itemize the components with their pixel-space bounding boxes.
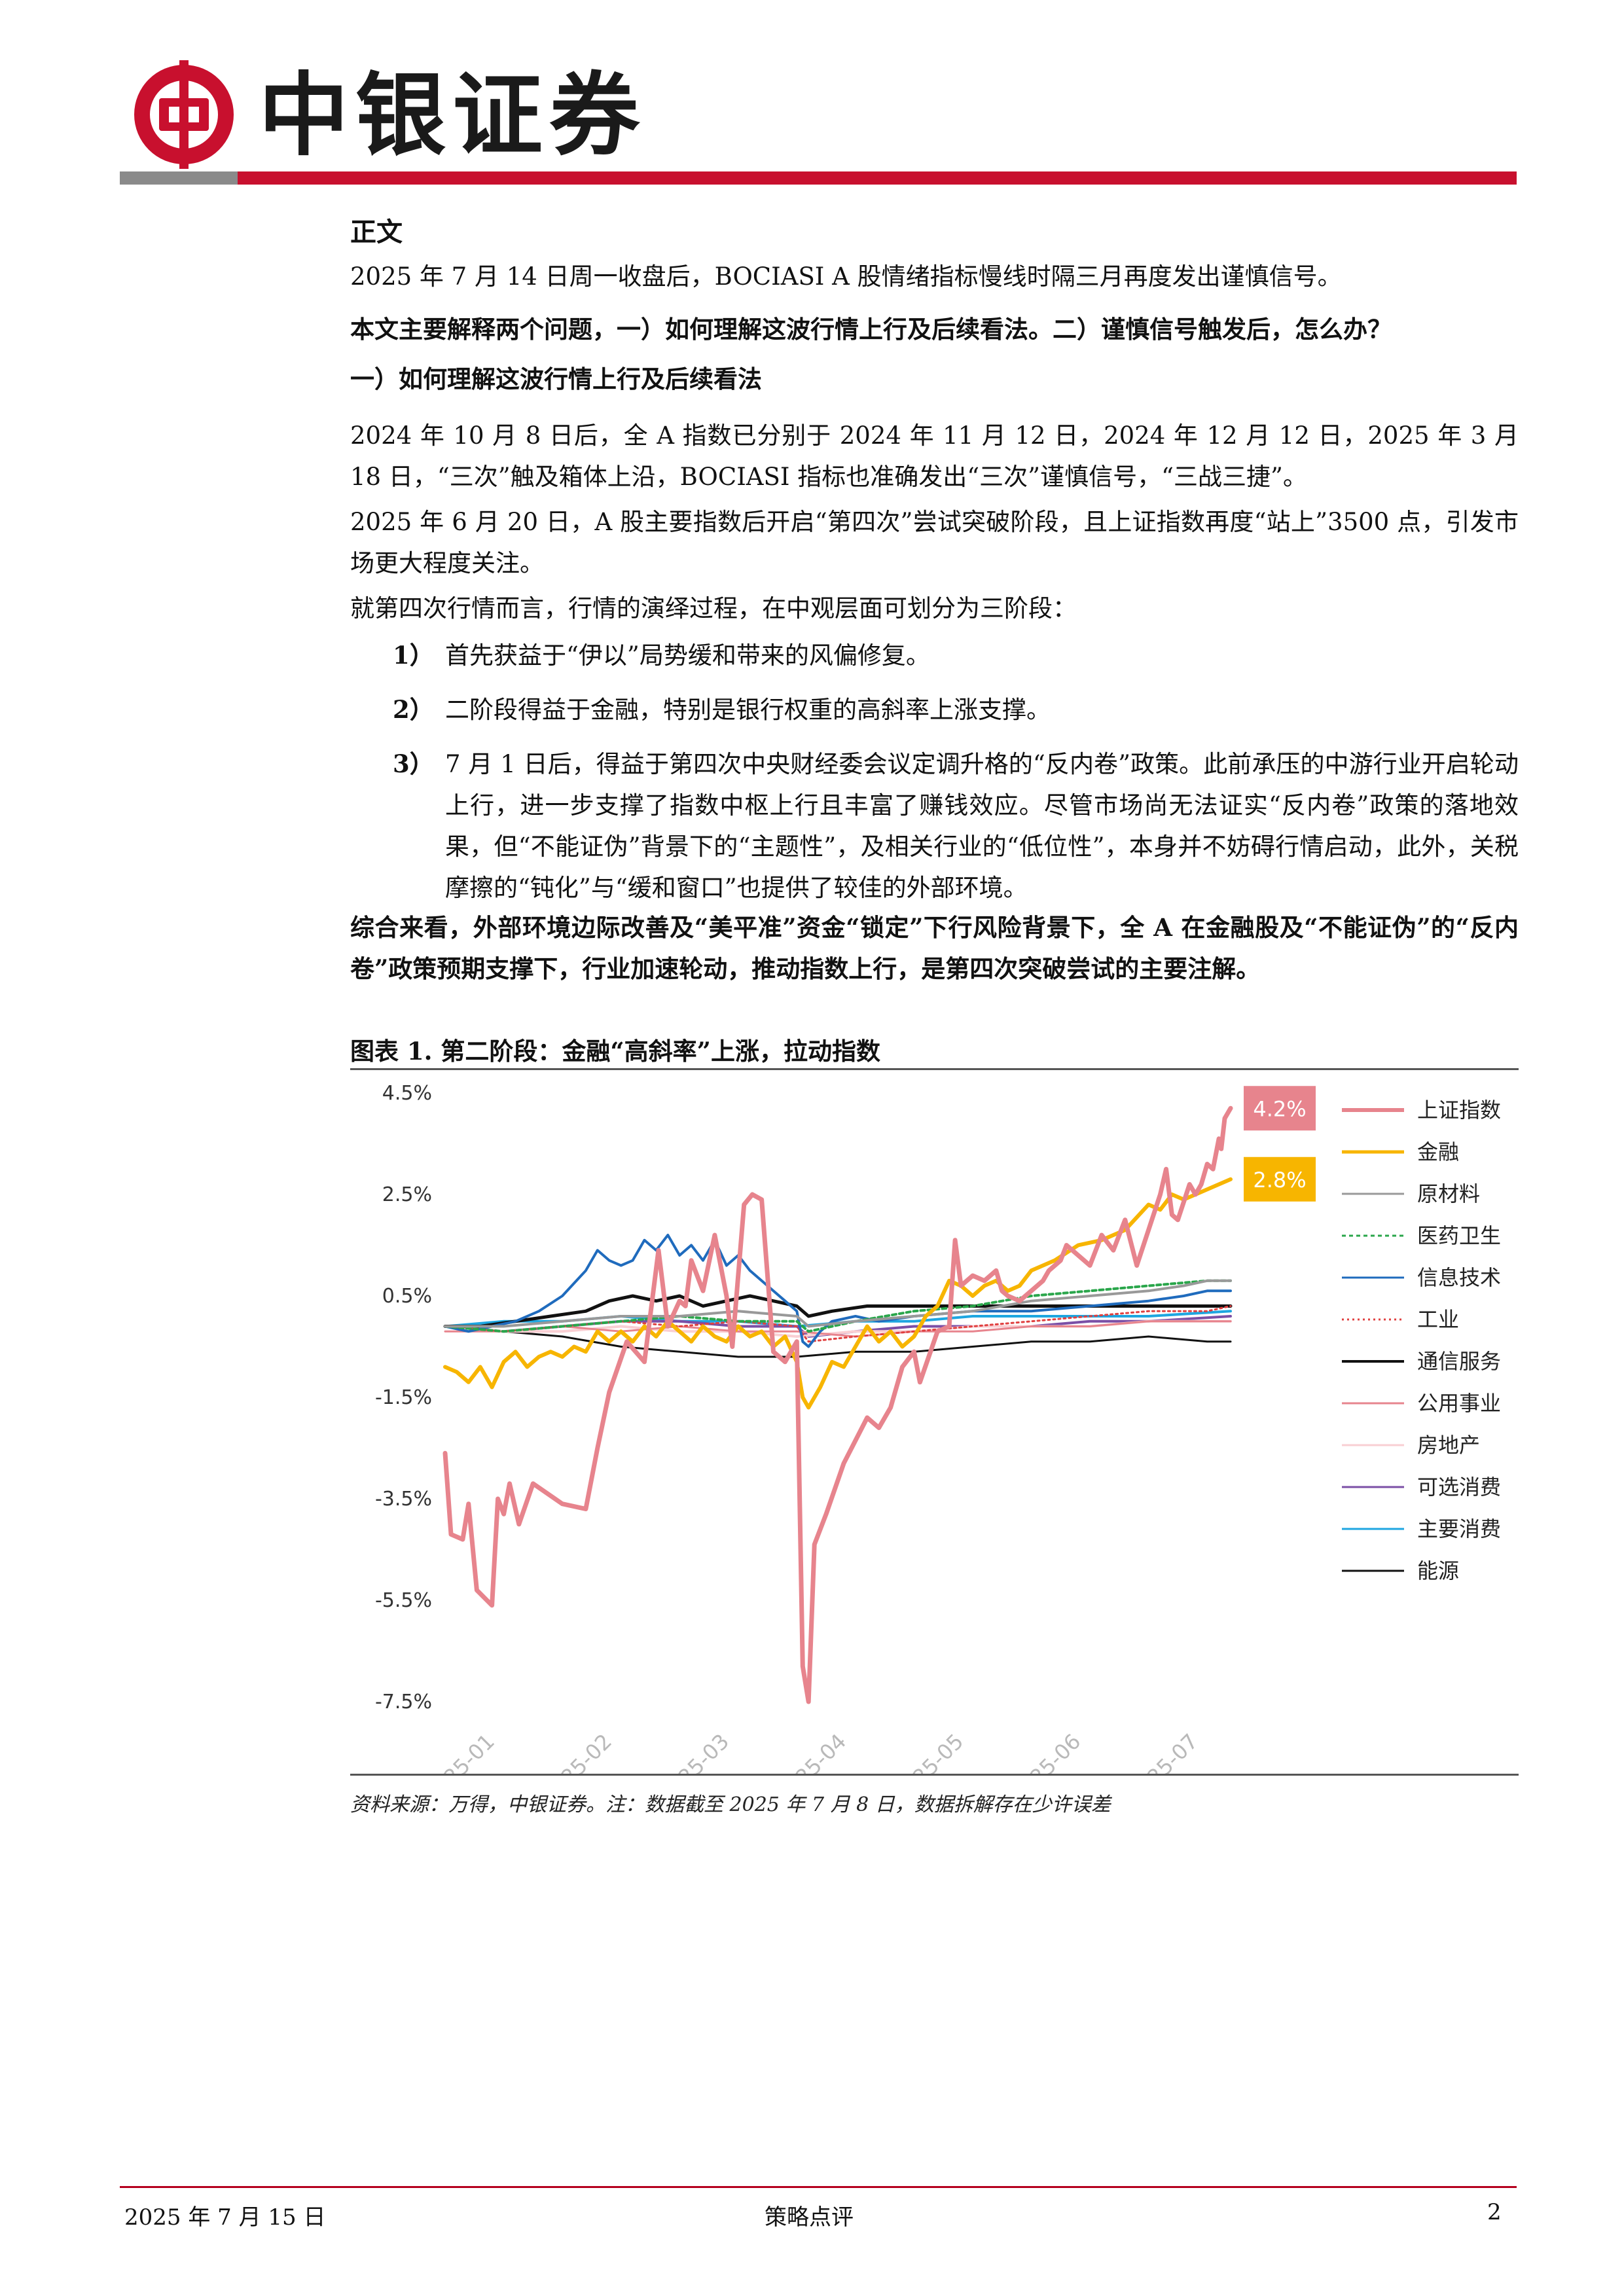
page-number: 2 — [1487, 2199, 1502, 2225]
paragraph-conclusion: 综合来看，外部环境边际改善及“美平准”资金“锁定”下行风险背景下，全 A 在金融… — [350, 913, 1519, 983]
figure-source: 资料来源：万得，中银证券。注：数据截至 2025 年 7 月 8 日，数据拆解存… — [350, 1793, 1111, 1816]
series-line — [443, 1177, 1233, 1410]
value-badge-text: 4.2% — [1253, 1096, 1306, 1121]
legend-label: 能源 — [1417, 1558, 1459, 1583]
x-tick-label: 2025-03 — [655, 1729, 734, 1774]
list-text: 二阶段得益于金融，特别是银行权重的高斜率上涨支撑。 — [445, 696, 1051, 724]
figure-top-rule — [350, 1068, 1519, 1070]
paragraph-questions: 本文主要解释两个问题，一）如何理解这波行情上行及后续看法。二）谨慎信号触发后，怎… — [350, 315, 1392, 344]
list-number: 3） — [393, 749, 434, 778]
legend-label: 工业 — [1417, 1307, 1459, 1332]
line-chart: 4.5% 2.5% 0.5% -1.5% -3.5% -5.5% -7.5% 2025-01… — [375, 1082, 1501, 1774]
legend-label: 信息技术 — [1417, 1265, 1501, 1290]
value-badge — [1244, 1086, 1316, 1131]
header-bar-red — [238, 171, 1517, 185]
list-item: 3） 7 月 1 日后，得益于第四次中央财经委会议定调升格的“反内卷”政策。此前… — [393, 744, 1519, 908]
paragraph-june: 2025 年 6 月 20 日，A 股主要指数后开启“第四次”尝试突破阶段，且上… — [350, 508, 1519, 577]
figure-bottom-rule — [350, 1774, 1519, 1776]
x-tick-label: 2025-07 — [1123, 1729, 1202, 1774]
series-line — [444, 1279, 1232, 1333]
list-number: 1） — [393, 641, 434, 670]
x-tick-label: 2025-01 — [420, 1729, 499, 1774]
legend-label: 通信服务 — [1417, 1349, 1501, 1374]
list-number: 2） — [393, 695, 434, 724]
paragraph-history: 2024 年 10 月 8 日后，全 A 指数已分别于 2024 年 11 月 … — [350, 422, 1519, 491]
value-badge-text: 2.8% — [1253, 1168, 1306, 1193]
legend-label: 金融 — [1417, 1139, 1459, 1164]
x-tick-label: 2025-05 — [889, 1729, 968, 1774]
legend-label: 公用事业 — [1417, 1391, 1501, 1416]
legend-label: 主要消费 — [1417, 1516, 1501, 1541]
footer-date: 2025 年 7 月 15 日 — [124, 2204, 326, 2231]
header-bar-grey — [120, 171, 238, 185]
x-tick-label: 2025-04 — [772, 1729, 851, 1774]
y-tick-label: -5.5% — [375, 1589, 432, 1612]
y-tick-label: -3.5% — [375, 1488, 432, 1511]
series-line — [443, 1294, 1233, 1328]
legend-label: 房地产 — [1417, 1433, 1480, 1458]
paragraph-intro: 2025 年 7 月 14 日周一收盘后，BOCIASI A 股情绪指标慢线时隔… — [350, 262, 1342, 291]
y-tick-label: 2.5% — [382, 1183, 432, 1206]
y-tick-label: 0.5% — [382, 1285, 432, 1308]
value-badge — [1244, 1157, 1316, 1202]
series-line — [444, 1325, 1232, 1358]
section-title: 正文 — [350, 217, 403, 247]
legend-label: 医药卫生 — [1417, 1223, 1501, 1248]
brand-name: 中银证券 — [259, 63, 647, 168]
x-tick-label: 2025-02 — [537, 1729, 617, 1774]
series-lines — [442, 1105, 1233, 1704]
series-line — [442, 1105, 1233, 1704]
subheading-one: 一）如何理解这波行情上行及后续看法 — [350, 365, 762, 393]
paragraph-stages-intro: 就第四次行情而言，行情的演绎过程，在中观层面可划分为三阶段： — [350, 594, 1077, 622]
list-item: 1） 首先获益于“伊以”局势缓和带来的风偏修复。 — [393, 635, 1519, 676]
x-tick-label: 2025-06 — [1006, 1729, 1085, 1774]
list-text: 首先获益于“伊以”局势缓和带来的风偏修复。 — [445, 641, 930, 670]
y-tick-label: -7.5% — [375, 1691, 432, 1713]
list-item: 2） 二阶段得益于金融，特别是银行权重的高斜率上涨支撑。 — [393, 689, 1519, 730]
value-badges: 4.2% 2.8% — [1244, 1086, 1316, 1202]
footer-doc-type: 策略点评 — [765, 2204, 854, 2231]
legend-label: 可选消费 — [1417, 1475, 1501, 1499]
y-axis-ticks: 4.5% 2.5% 0.5% -1.5% -3.5% -5.5% -7.5% — [375, 1082, 432, 1713]
x-axis-ticks: 2025-01 2025-02 2025-03 2025-04 2025-05 2025-… — [420, 1729, 1203, 1774]
y-tick-label: 4.5% — [382, 1082, 432, 1105]
footer-rule — [120, 2186, 1517, 2188]
series-line — [444, 1320, 1232, 1338]
figure-title: 图表 1. 第二阶段：金融“高斜率”上涨，拉动指数 — [350, 1037, 880, 1066]
legend-label: 原材料 — [1417, 1181, 1480, 1206]
y-tick-label: -1.5% — [375, 1386, 432, 1409]
list-text: 7 月 1 日后，得益于第四次中央财经委会议定调升格的“反内卷”政策。此前承压的… — [445, 750, 1519, 902]
legend-label: 上证指数 — [1417, 1098, 1501, 1122]
bank-of-china-logo — [134, 60, 234, 169]
series-line — [444, 1279, 1232, 1328]
